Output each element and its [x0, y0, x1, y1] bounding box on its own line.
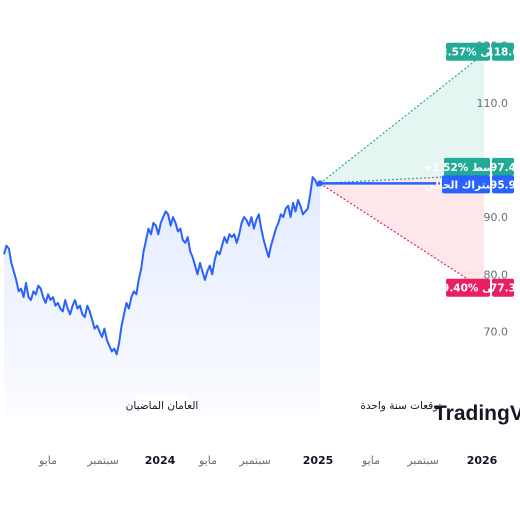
current-badge-label-bg [442, 175, 490, 194]
x-tick-label: 2024 [145, 454, 176, 467]
downside-forecast-area [320, 174, 484, 290]
average-badge-label-bg [444, 157, 490, 176]
average-badge-value: 97.4 [490, 162, 516, 174]
history-caption-text: العامان الماضيان [126, 400, 199, 412]
low-badge-label-bg [446, 278, 490, 297]
y-tick-label: 70.0 [484, 325, 509, 338]
y-tick-label: 80.0 [484, 268, 509, 281]
high-badge-label: ‎+23.57% أقصى [424, 45, 512, 59]
x-tick-label: 2025 [303, 454, 334, 467]
y-tick-label: 90.0 [484, 211, 509, 224]
tradingview-logo: TradingView17 [434, 402, 520, 425]
history-layer [3, 176, 323, 415]
current-badge-value: 95.9 [490, 179, 516, 191]
high-badge: ‎+23.57% أقصى118.6 [424, 42, 520, 61]
x-axis: مايو سبتمبر 2024 مايو سبتمبر 2025 مايو سبتمبر 20… [38, 454, 498, 467]
low-forecast-line [319, 182, 485, 291]
y-tick-label: 110.0 [477, 97, 509, 110]
history-caption: العامان الماضيان [126, 395, 199, 415]
forecast-caption-text: توقعات سنة واحدة [360, 400, 441, 412]
history-area [4, 177, 320, 415]
badges: ‎+23.57% أقصى118.6‎+1.52% متوسط97.4الاشت… [423, 42, 520, 297]
x-tick-label: سبتمبر [86, 454, 119, 467]
x-tick-label: سبتمبر [406, 454, 439, 467]
high-badge-value: 118.6 [486, 47, 519, 59]
average-badge-label: ‎+1.52% متوسط [423, 162, 511, 174]
x-tick-label: سبتمبر [238, 454, 271, 467]
low-badge-value: 77.3 [490, 283, 516, 295]
x-tick-label: مايو [198, 454, 217, 467]
low-badge: ‎-19.40% أدنى77.3 [430, 278, 516, 297]
low-badge-label: ‎-19.40% أدنى [430, 281, 505, 295]
high-forecast-line [319, 53, 485, 184]
x-tick-label: مايو [38, 454, 57, 467]
x-tick-label: 2026 [467, 454, 498, 467]
price-history-line [3, 176, 321, 356]
high-badge-value-bg [492, 42, 514, 61]
x-tick-label: مايو [361, 454, 380, 467]
current-badge-label: الاشتراك الحالي [424, 179, 507, 191]
high-badge-label-bg [446, 42, 490, 61]
average-badge-value-bg [492, 157, 514, 176]
forecast-caption: توقعات سنة واحدة [360, 395, 442, 415]
current-badge-value-bg [492, 175, 514, 194]
current-price-point [317, 180, 323, 187]
tradingview-wordmark: TradingView17 [434, 402, 520, 425]
low-badge-value-bg [492, 278, 514, 297]
forecast-layer [319, 53, 485, 291]
